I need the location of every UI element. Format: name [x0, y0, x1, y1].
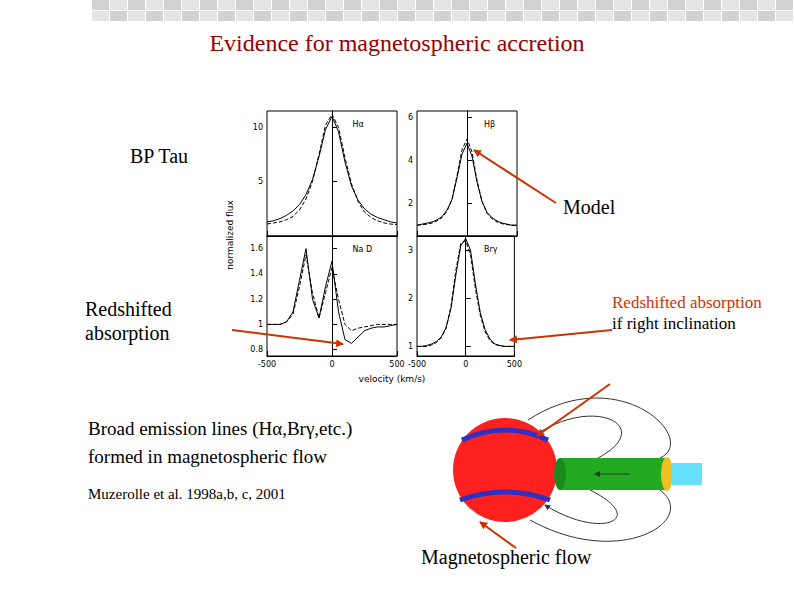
svg-text:0: 0	[329, 360, 334, 369]
svg-text:Hβ: Hβ	[484, 120, 495, 129]
svg-text:1.6: 1.6	[250, 244, 263, 253]
svg-text:5: 5	[258, 177, 263, 186]
html-text:Redshifted: Redshifted	[85, 298, 172, 320]
html-text:Evidence for magnetospheric ac: Evidence for magnetospheric accretion	[209, 30, 585, 56]
html-text:Broad emission lines (Hα,Brγ,e: Broad emission lines (Hα,Brγ,etc.)	[88, 418, 353, 439]
svg-text:0: 0	[463, 360, 468, 369]
svg-text:2: 2	[408, 294, 413, 303]
svg-text:-500: -500	[258, 360, 276, 369]
svg-text:10: 10	[253, 123, 263, 132]
svg-text:Hα: Hα	[353, 120, 364, 129]
svg-text:2: 2	[408, 199, 413, 208]
svg-text:500: 500	[389, 360, 404, 369]
html-text:BP Tau: BP Tau	[130, 145, 189, 167]
svg-text:4: 4	[408, 156, 413, 165]
svg-text:1.2: 1.2	[250, 295, 263, 304]
html-text:Redshifted absorption: Redshifted absorption	[612, 293, 762, 312]
html-text:absorption: absorption	[85, 322, 170, 344]
svg-text:-500: -500	[408, 360, 426, 369]
svg-text:6: 6	[408, 113, 413, 122]
html-text:if right inclination: if right inclination	[612, 314, 736, 333]
html-text:Model: Model	[563, 196, 616, 218]
svg-text:Na D: Na D	[353, 245, 373, 254]
html-text:velocity (km/s): velocity (km/s)	[358, 374, 426, 384]
html-text:normalized flux: normalized flux	[225, 200, 235, 270]
svg-text:3: 3	[408, 246, 413, 255]
svg-text:500: 500	[507, 360, 522, 369]
svg-text:1: 1	[408, 342, 413, 351]
html-text:Muzerolle et al. 1998a,b, c, 2: Muzerolle et al. 1998a,b, c, 2001	[88, 486, 286, 502]
svg-text:Brγ: Brγ	[484, 245, 498, 254]
svg-text:1.4: 1.4	[250, 269, 263, 278]
html-text:formed in magnetospheric flow: formed in magnetospheric flow	[88, 446, 327, 467]
svg-text:0.8: 0.8	[250, 345, 263, 354]
html-text:Magnetospheric flow: Magnetospheric flow	[421, 546, 592, 568]
svg-text:1: 1	[258, 320, 263, 329]
